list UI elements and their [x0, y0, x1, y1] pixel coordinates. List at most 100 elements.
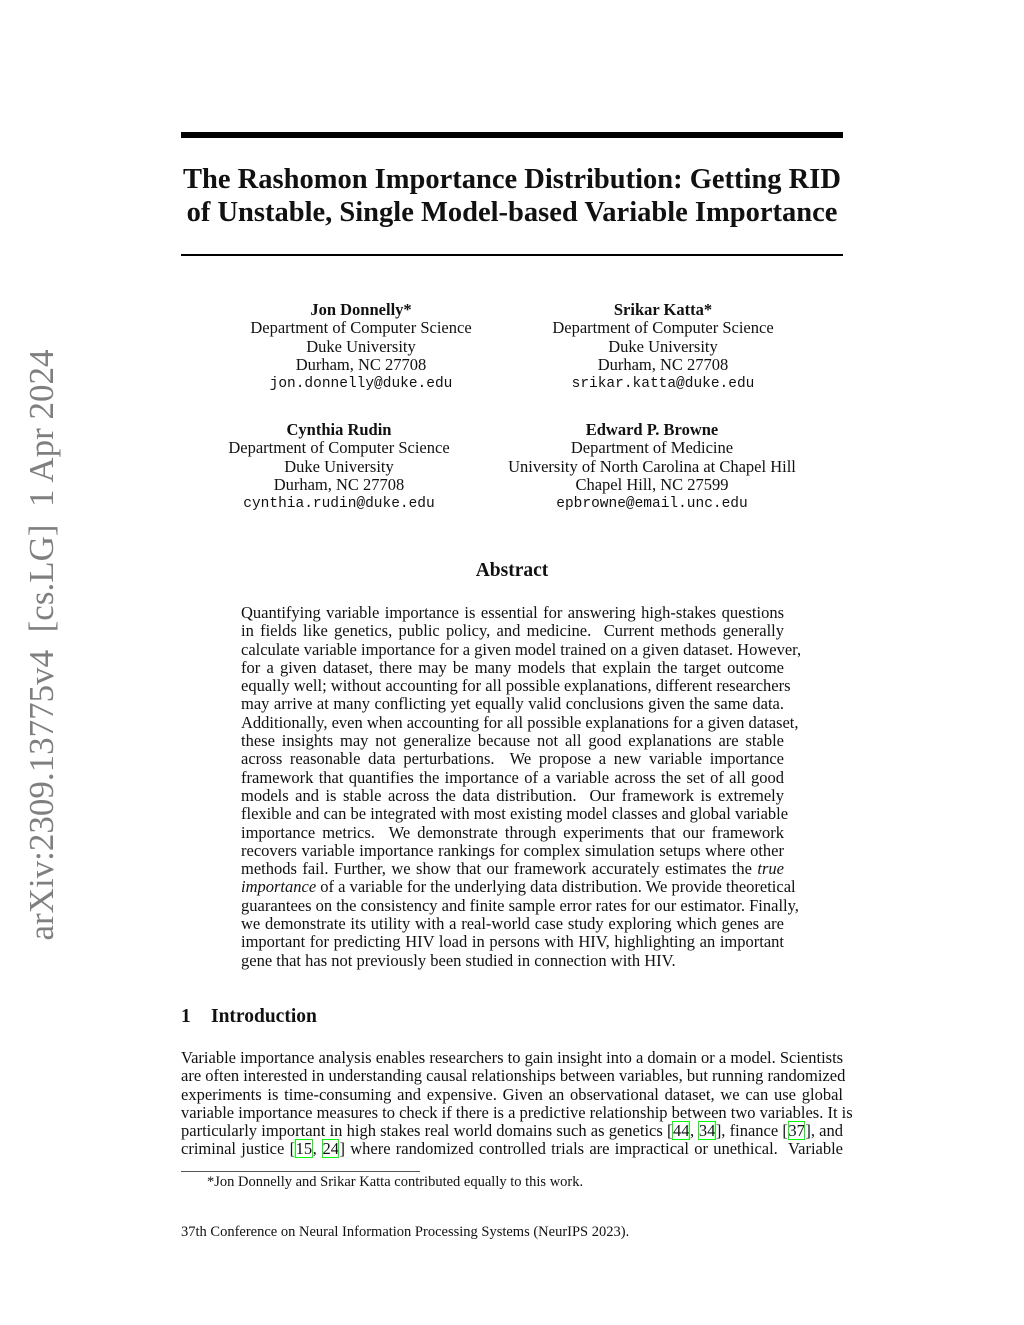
text-line: may arrive at many conflicting yet equal… — [241, 695, 784, 713]
section-title: Introduction — [211, 1006, 317, 1027]
author-address: Chapel Hill, NC 27599 — [575, 475, 729, 495]
text-line: calculate variable importance for a give… — [241, 640, 801, 659]
text-run: importance metrics. We demonstrate throu… — [241, 822, 784, 842]
title-line: The Rashomon Importance Distribution: Ge… — [183, 164, 841, 195]
author-univ: Duke University — [284, 456, 394, 476]
author-email: cynthia.rudin@duke.edu — [243, 495, 435, 512]
text-line: experiments is time-consuming and expens… — [181, 1084, 843, 1104]
author-dept: Department of Computer Science — [228, 438, 450, 458]
author-name: Jon Donnelly* — [310, 300, 412, 319]
author-block: Cynthia Rudin Department of Computer Sci… — [159, 420, 519, 513]
title-line: of Unstable, Single Model-based Variable… — [186, 197, 838, 228]
text-run: important for predicting HIV load in per… — [241, 932, 784, 952]
text-run: for a given dataset, there may be many m… — [241, 657, 784, 677]
text-line: for a given dataset, there may be many m… — [241, 657, 784, 677]
text-run: framework that quantifies the importance… — [241, 767, 784, 787]
text-run: calculate variable importance for a give… — [241, 639, 802, 659]
text-run: across reasonable data perturbations. We… — [241, 749, 784, 769]
text-run: , — [312, 1139, 322, 1159]
author-block: Jon Donnelly* Department of Computer Sci… — [181, 300, 541, 393]
text-line: Additionally, even when accounting for a… — [241, 713, 798, 732]
arxiv-stamp: arXiv:2309.13775v4 [cs.LG] 1 Apr 2024 — [22, 349, 61, 941]
text-line: gene that has not previously been studie… — [241, 950, 784, 970]
author-name: Srikar Katta* — [613, 300, 713, 319]
text-line: importance of a variable for the underly… — [241, 877, 796, 897]
introduction-body: Variable importance analysis enables res… — [181, 1048, 853, 1159]
text-line: criminal justice [15, 24] where randomiz… — [181, 1139, 844, 1159]
text-run: methods fail. Further, we show that our … — [241, 859, 758, 879]
text-line: recovers variable importance rankings fo… — [241, 840, 784, 860]
text-run: experiments is time-consuming and expens… — [181, 1084, 843, 1104]
author-block: Edward P. Browne Department of Medicine … — [472, 420, 832, 513]
text-line: flexible and can be integrated with most… — [241, 805, 788, 823]
text-run: of a variable for the underlying data di… — [316, 877, 796, 897]
citation-link[interactable]: 44 — [672, 1121, 690, 1141]
author-email: epbrowne@email.unc.edu — [556, 495, 748, 512]
footnote: *Jon Donnelly and Srikar Katta contribut… — [207, 1174, 584, 1190]
text-run: are often interested in understanding ca… — [181, 1066, 846, 1086]
section-heading-introduction: 1 Introduction — [181, 1006, 317, 1028]
text-line: we demonstrate its utility with a real-w… — [241, 914, 784, 934]
text-run: Variable importance analysis enables res… — [181, 1048, 844, 1067]
text-run: equally well; without accounting for all… — [241, 676, 791, 696]
text-run: recovers variable importance rankings fo… — [241, 840, 784, 860]
venue-note: 37th Conference on Neural Information Pr… — [181, 1224, 630, 1240]
author-address: Durham, NC 27708 — [597, 355, 729, 375]
text-run: in fields like genetics, public policy, … — [241, 621, 784, 641]
text-line: across reasonable data perturbations. We… — [241, 750, 784, 768]
text-line: importance metrics. We demonstrate throu… — [241, 822, 784, 842]
text-run: ] where randomized controlled trials are… — [339, 1139, 844, 1159]
text-line: are often interested in understanding ca… — [181, 1066, 846, 1086]
title-top-rule — [181, 132, 843, 138]
author-dept: Department of Medicine — [570, 438, 734, 458]
section-number: 1 — [181, 1006, 191, 1027]
text-run: models and is stable across the data dis… — [241, 785, 784, 805]
abstract-heading: Abstract — [475, 560, 549, 581]
author-dept: Department of Computer Science — [250, 318, 472, 338]
author-univ: University of North Carolina at Chapel H… — [508, 456, 796, 476]
text-line: framework that quantifies the importance… — [241, 767, 784, 787]
abstract-body: Quantifying variable importance is essen… — [241, 603, 801, 970]
title-bottom-rule — [181, 254, 843, 256]
citation-link[interactable]: 37 — [787, 1121, 806, 1141]
text-run: flexible and can be integrated with most… — [241, 804, 789, 824]
text-run: we demonstrate its utility with a real-w… — [241, 914, 784, 934]
text-line: these insights may not generalize becaus… — [241, 731, 784, 751]
text-line: Quantifying variable importance is essen… — [241, 603, 784, 622]
paper-title: The Rashomon Importance Distribution: Ge… — [160, 163, 864, 229]
author-block: Srikar Katta* Department of Computer Sci… — [483, 300, 843, 393]
text-run: particularly important in high stakes re… — [181, 1121, 673, 1141]
text-line: guarantees on the consistency and finite… — [241, 896, 799, 915]
author-univ: Duke University — [306, 336, 416, 356]
text-line: variable importance measures to check if… — [181, 1103, 853, 1122]
text-run: may arrive at many conflicting yet equal… — [241, 694, 784, 714]
citation-link[interactable]: 24 — [321, 1139, 340, 1159]
author-email: jon.donnelly@duke.edu — [269, 375, 453, 392]
text-line: in fields like genetics, public policy, … — [241, 622, 784, 640]
citation-link[interactable]: 15 — [295, 1139, 313, 1159]
text-line: methods fail. Further, we show that our … — [241, 860, 784, 878]
text-run: these insights may not generalize becaus… — [241, 731, 784, 751]
text-run: variable importance measures to check if… — [181, 1102, 853, 1122]
text-run: , — [689, 1121, 699, 1141]
author-address: Durham, NC 27708 — [295, 355, 427, 375]
text-line: Variable importance analysis enables res… — [181, 1048, 844, 1067]
text-run: Quantifying variable importance is essen… — [241, 603, 784, 622]
text-run: Additionally, even when accounting for a… — [241, 712, 799, 732]
footnote-rule — [181, 1171, 420, 1172]
text-line: models and is stable across the data dis… — [241, 785, 784, 805]
text-line: important for predicting HIV load in per… — [241, 933, 784, 951]
text-run: gene that has not previously been studie… — [241, 950, 676, 970]
author-univ: Duke University — [608, 336, 718, 356]
author-email: srikar.katta@duke.edu — [571, 375, 755, 392]
text-run: criminal justice [ — [181, 1139, 296, 1159]
text-line: equally well; without accounting for all… — [241, 677, 791, 695]
emphasis: importance — [241, 877, 317, 897]
text-line: particularly important in high stakes re… — [181, 1121, 843, 1141]
text-run: ], finance [ — [715, 1121, 788, 1141]
author-name: Cynthia Rudin — [286, 420, 392, 439]
citation-link[interactable]: 34 — [698, 1121, 716, 1141]
author-name: Edward P. Browne — [585, 420, 719, 439]
author-address: Durham, NC 27708 — [273, 475, 405, 495]
author-dept: Department of Computer Science — [552, 318, 774, 338]
